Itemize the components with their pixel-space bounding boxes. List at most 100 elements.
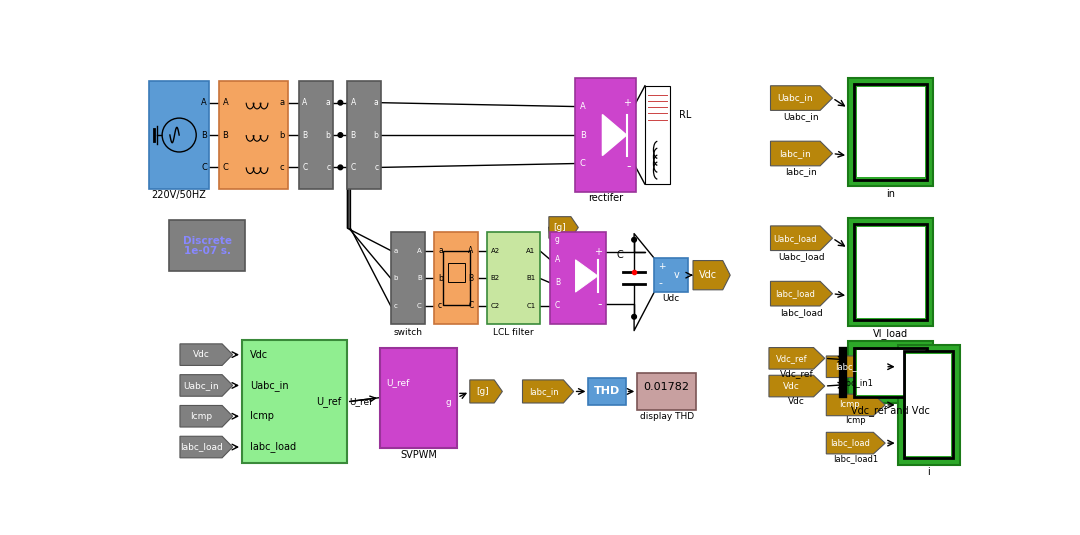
FancyBboxPatch shape: [348, 81, 381, 189]
Text: Uabc_in: Uabc_in: [778, 94, 813, 103]
Text: [g]: [g]: [554, 223, 566, 232]
FancyBboxPatch shape: [897, 345, 960, 464]
Text: -: -: [658, 278, 662, 288]
Text: U_ref: U_ref: [387, 378, 409, 387]
FancyBboxPatch shape: [856, 350, 924, 394]
Text: B: B: [555, 278, 561, 287]
Text: a: a: [325, 98, 330, 107]
Text: C: C: [617, 250, 623, 260]
Text: RL: RL: [679, 110, 691, 120]
Text: LCL filter: LCL filter: [492, 327, 534, 337]
Text: [g]: [g]: [476, 387, 488, 396]
Text: A: A: [222, 98, 228, 107]
Text: Iabc_load1: Iabc_load1: [833, 454, 878, 463]
FancyBboxPatch shape: [637, 373, 697, 410]
Text: VI_load: VI_load: [873, 328, 908, 339]
FancyBboxPatch shape: [854, 84, 927, 180]
Circle shape: [338, 165, 342, 170]
Text: c: c: [394, 303, 397, 309]
Polygon shape: [693, 261, 730, 290]
FancyBboxPatch shape: [551, 232, 606, 324]
Text: Vdc_ref and Vdc: Vdc_ref and Vdc: [851, 405, 930, 416]
Polygon shape: [769, 375, 825, 397]
Text: b: b: [280, 131, 284, 140]
Text: Vdc: Vdc: [249, 350, 268, 360]
FancyBboxPatch shape: [848, 218, 933, 326]
Text: Icmp: Icmp: [846, 416, 866, 425]
Text: c: c: [375, 163, 378, 172]
Text: i: i: [928, 467, 930, 477]
Text: switch: switch: [393, 327, 422, 337]
Text: Iabc_load: Iabc_load: [179, 442, 222, 452]
Text: Discrete: Discrete: [183, 235, 231, 246]
Polygon shape: [770, 86, 833, 110]
Text: B: B: [580, 131, 585, 140]
FancyBboxPatch shape: [589, 378, 625, 404]
Text: c: c: [326, 163, 330, 172]
Text: +: +: [658, 262, 665, 271]
Text: C: C: [417, 303, 422, 309]
Text: Icmp: Icmp: [839, 400, 860, 409]
Text: Iabc_in1: Iabc_in1: [838, 378, 874, 387]
Polygon shape: [523, 380, 573, 403]
Text: A: A: [580, 102, 585, 111]
Text: Iabc_load: Iabc_load: [780, 308, 823, 317]
Circle shape: [632, 238, 636, 242]
Polygon shape: [180, 406, 232, 427]
Text: C1: C1: [526, 303, 536, 309]
Text: C: C: [302, 163, 308, 172]
Text: b: b: [394, 276, 399, 281]
Polygon shape: [826, 356, 886, 378]
Circle shape: [632, 315, 636, 319]
Text: c: c: [438, 302, 442, 310]
Text: Uabc_in: Uabc_in: [249, 380, 288, 391]
Text: Vdc: Vdc: [788, 397, 806, 406]
Polygon shape: [770, 141, 833, 166]
Polygon shape: [180, 436, 232, 458]
Text: display THD: display THD: [639, 411, 693, 421]
Text: THD: THD: [594, 386, 620, 396]
Text: +: +: [623, 98, 631, 108]
Text: b: b: [374, 131, 378, 140]
Polygon shape: [769, 348, 825, 369]
Text: A: A: [417, 248, 422, 254]
Text: A: A: [201, 98, 207, 107]
FancyBboxPatch shape: [487, 232, 540, 324]
Text: c: c: [280, 163, 284, 172]
FancyBboxPatch shape: [856, 227, 924, 318]
FancyBboxPatch shape: [299, 81, 334, 189]
Text: U_ref: U_ref: [316, 396, 341, 407]
Text: B: B: [350, 131, 355, 140]
Polygon shape: [826, 432, 886, 454]
Polygon shape: [549, 217, 578, 238]
Polygon shape: [470, 380, 502, 403]
FancyBboxPatch shape: [149, 81, 210, 189]
FancyBboxPatch shape: [218, 81, 288, 189]
Text: Vdc_ref: Vdc_ref: [775, 354, 807, 363]
Text: B: B: [302, 131, 308, 140]
Text: B: B: [201, 131, 207, 140]
FancyBboxPatch shape: [380, 348, 458, 448]
Text: C2: C2: [490, 303, 500, 309]
Text: B: B: [469, 274, 474, 283]
Text: Uabc_in: Uabc_in: [784, 112, 820, 121]
Text: -: -: [626, 160, 631, 173]
Text: Iabc_load: Iabc_load: [249, 441, 296, 453]
Text: C: C: [555, 302, 561, 310]
Text: C: C: [469, 302, 474, 310]
Text: Iabc_in: Iabc_in: [529, 387, 558, 396]
Text: Vdc: Vdc: [783, 381, 799, 391]
Text: 1e-07 s.: 1e-07 s.: [184, 246, 230, 256]
Text: +: +: [594, 247, 602, 257]
Text: Vdc: Vdc: [699, 270, 717, 280]
FancyBboxPatch shape: [904, 351, 954, 458]
Text: B2: B2: [490, 276, 500, 281]
Text: rectifer: rectifer: [588, 193, 623, 203]
FancyBboxPatch shape: [645, 86, 670, 185]
Polygon shape: [603, 114, 626, 156]
Text: Iabc_load: Iabc_load: [775, 289, 815, 298]
Text: Uabc_load: Uabc_load: [773, 234, 818, 243]
Text: Vdc_ref: Vdc_ref: [780, 369, 813, 378]
FancyBboxPatch shape: [854, 348, 927, 397]
Polygon shape: [180, 374, 232, 396]
